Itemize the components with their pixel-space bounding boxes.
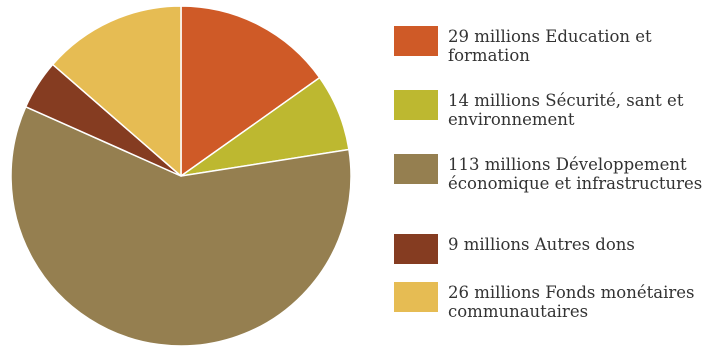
legend-swatch-autres-dons <box>394 234 438 264</box>
legend-swatch-fonds <box>394 282 438 312</box>
pie-chart <box>10 5 352 347</box>
pie-slice-developpement <box>10 106 352 347</box>
pie-slice-fonds <box>51 5 182 177</box>
legend-swatch-developpement <box>394 154 438 184</box>
pie-slice-education <box>180 5 321 177</box>
legend-swatch-education <box>394 26 438 56</box>
legend-label-autres-dons: 9 millions Autres dons <box>448 235 635 254</box>
legend-label-fonds: 26 millions Fonds monétaires communautai… <box>448 283 695 321</box>
legend-label-education: 29 millions Education et formation <box>448 27 652 65</box>
legend-label-developpement: 113 millions Développement économique et… <box>448 155 703 193</box>
legend-label-securite: 14 millions Sécurité, sant et environnem… <box>448 91 684 129</box>
legend-swatch-securite <box>394 90 438 120</box>
